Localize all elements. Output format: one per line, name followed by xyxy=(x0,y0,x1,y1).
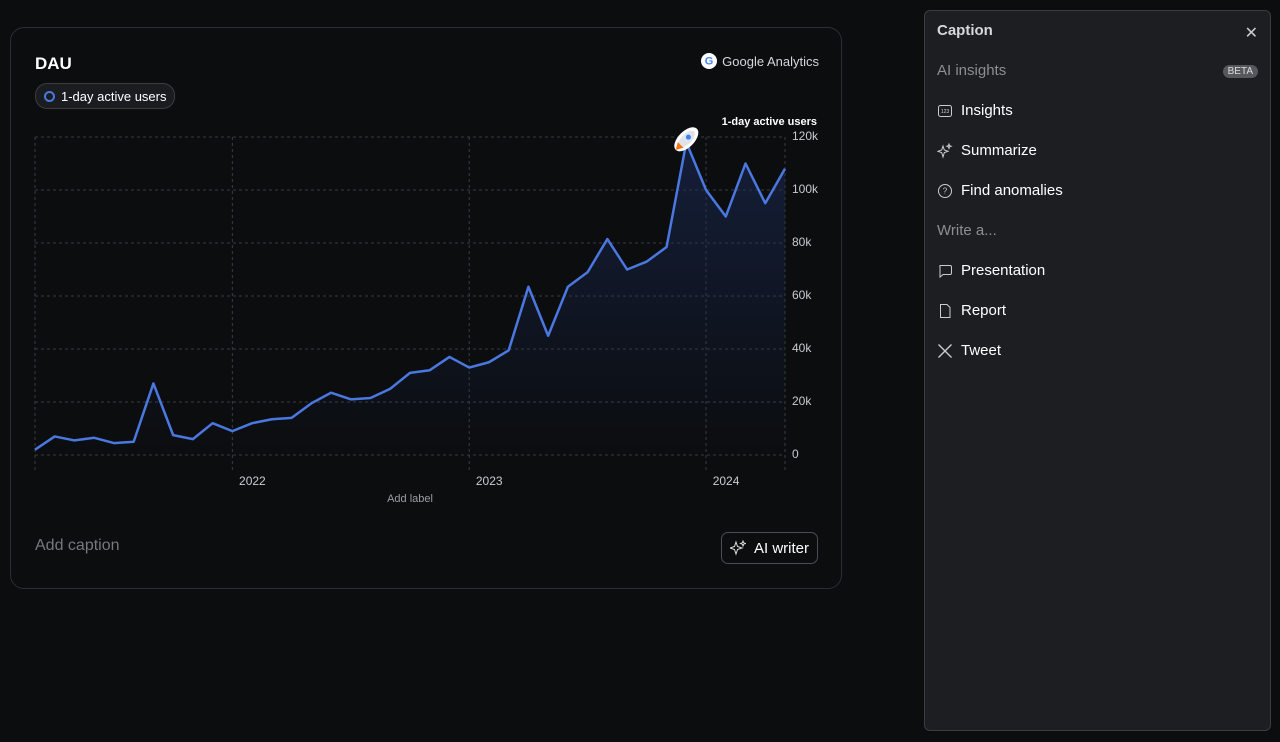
icon: 123 xyxy=(938,104,952,117)
close-button[interactable]: ✕ xyxy=(1244,25,1258,42)
menu-label: Summarize xyxy=(961,142,1037,159)
legend-chip[interactable]: 1-day active users xyxy=(35,83,175,109)
icon xyxy=(940,303,951,318)
icon xyxy=(939,264,952,278)
button-label: AI writer xyxy=(753,539,809,557)
legend-marker xyxy=(44,90,55,102)
menu-label: Report xyxy=(961,302,1007,319)
ai-writer-button[interactable]: AI writer xyxy=(720,532,818,564)
svg-text:G: G xyxy=(705,55,714,67)
menu-label: Presentation xyxy=(961,262,1046,279)
menu-item[interactable]: Report xyxy=(937,302,1006,319)
section-heading: AI insights xyxy=(937,62,1007,79)
panel-title: Caption xyxy=(937,22,993,39)
menu-item[interactable]: Presentation xyxy=(937,262,1045,279)
menu-item[interactable]: 123 Insights xyxy=(937,102,1013,119)
menu-item[interactable]: Tweet xyxy=(937,342,1001,359)
menu-item[interactable]: ? Find anomalies xyxy=(937,182,1063,199)
legend-label: 1-day active users xyxy=(61,88,167,104)
svg-text:123: 123 xyxy=(941,108,950,114)
source: G Google Analytics xyxy=(701,53,819,69)
source-label: Google Analytics xyxy=(722,53,819,69)
google-icon: G xyxy=(701,53,718,69)
beta-badge: BETA xyxy=(1222,65,1258,78)
menu-label: Insights xyxy=(961,102,1013,119)
caption-panel: Caption ✕ AI insights BETA 123 Insights S… xyxy=(924,10,1271,731)
caption-input[interactable]: Add caption xyxy=(35,537,120,554)
svg-text:?: ? xyxy=(943,186,948,195)
sparkle-icon xyxy=(729,540,746,556)
icon: ? xyxy=(938,183,952,198)
menu-item[interactable]: Summarize xyxy=(937,142,1037,159)
icon xyxy=(937,142,953,159)
menu-label: Tweet xyxy=(961,342,1002,359)
icon xyxy=(938,343,952,358)
chart-title: DAU xyxy=(35,54,72,73)
menu-label: Find anomalies xyxy=(961,182,1063,199)
chart-card: DAU 1-day active users G Google Analytic… xyxy=(10,27,842,589)
section-heading: Write a... xyxy=(937,222,997,239)
